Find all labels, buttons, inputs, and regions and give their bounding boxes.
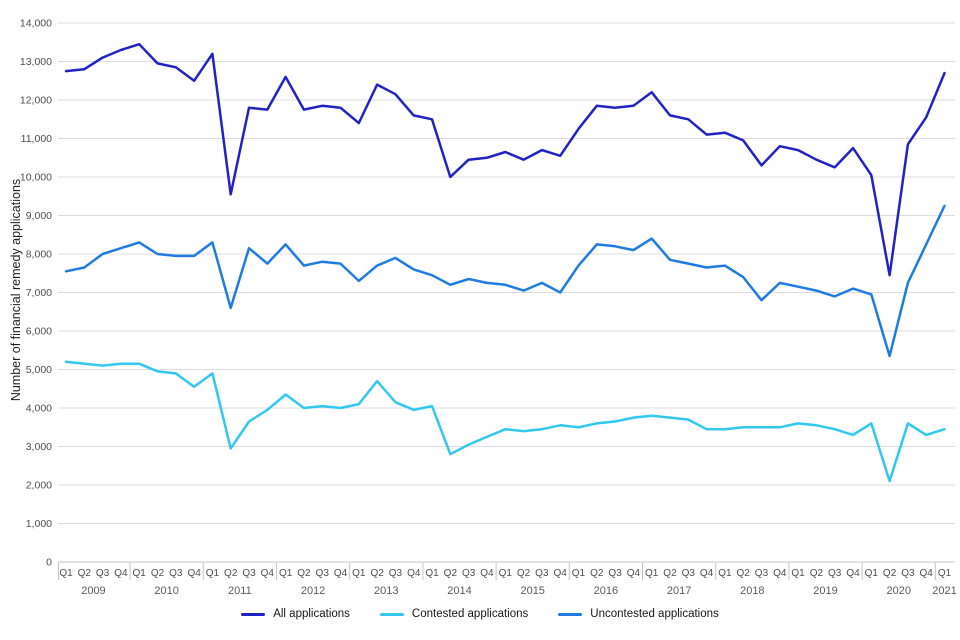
x-quarter-label: Q3 [608,568,622,579]
x-quarter-label: Q3 [462,568,476,579]
x-quarter-label: Q4 [187,568,201,579]
x-year-label: 2009 [81,585,105,597]
x-quarter-label: Q1 [425,568,439,579]
legend-line-swatch [379,612,404,616]
y-tick-label: 7,000 [26,287,52,299]
x-quarter-label: Q3 [169,568,183,579]
x-quarter-label: Q1 [645,568,659,579]
x-quarter-label: Q3 [901,568,915,579]
x-quarter-label: Q2 [810,568,824,579]
x-quarter-label: Q3 [316,568,330,579]
legend-label: Uncontested applications [590,608,719,620]
x-quarter-label: Q2 [590,568,604,579]
x-quarter-label: Q1 [352,568,366,579]
series-line-contested-applications [64,360,946,483]
x-year-label: 2021 [932,585,956,597]
x-quarter-label: Q2 [883,568,897,579]
x-year-label: 2017 [667,585,691,597]
x-quarter-label: Q4 [553,568,567,579]
x-quarter-label: Q3 [389,568,403,579]
x-quarter-label: Q1 [791,568,805,579]
x-quarter-label: Q1 [59,568,73,579]
x-quarter-label: Q2 [151,568,165,579]
x-quarter-label: Q1 [718,568,732,579]
x-year-label: 2020 [887,585,911,597]
series-line-all-applications [64,42,946,277]
y-tick-label: 8,000 [26,249,52,261]
x-quarter-label: Q3 [242,568,256,579]
legend-item-all-applications: All applications [241,608,350,620]
y-axis-title: Number of financial remedy applications [9,178,23,402]
y-tick-label: 11,000 [21,133,52,145]
x-quarter-label: Q4 [846,568,860,579]
x-quarter-label: Q4 [920,568,934,579]
x-quarter-label: Q4 [480,568,494,579]
x-year-label: 2010 [154,585,178,597]
x-quarter-label: Q4 [627,568,641,579]
x-quarter-label: Q3 [96,568,110,579]
y-tick-label: 6,000 [26,326,52,338]
legend-line-swatch [558,612,583,616]
x-quarter-label: Q4 [407,568,421,579]
x-quarter-label: Q2 [297,568,311,579]
x-quarter-label: Q4 [700,568,714,579]
x-quarter-label: Q1 [133,568,147,579]
y-tick-label: 12,000 [20,95,52,107]
x-quarter-label: Q3 [682,568,696,579]
y-tick-label: 1,000 [26,518,52,530]
x-quarter-label: Q2 [737,568,751,579]
x-quarter-label: Q4 [261,568,275,579]
series-line-uncontested-applications [64,204,946,358]
x-year-label: 2011 [228,585,252,597]
x-quarter-label: Q1 [206,568,220,579]
x-quarter-label: Q4 [334,568,348,579]
x-year-label: 2016 [594,585,618,597]
x-quarter-label: Q2 [663,568,677,579]
x-year-label: 2018 [740,585,764,597]
x-year-label: 2014 [447,585,471,597]
y-tick-label: 5,000 [26,364,52,376]
y-tick-label: 13,000 [20,56,52,68]
x-quarter-label: Q1 [938,568,952,579]
x-quarter-label: Q1 [279,568,293,579]
x-quarter-label: Q1 [499,568,513,579]
y-tick-label: 4,000 [26,403,52,415]
y-tick-label: 9,000 [26,210,52,222]
x-quarter-label: Q1 [572,568,586,579]
legend-label: Contested applications [411,608,529,620]
y-tick-label: 2,000 [26,480,52,492]
legend-label: All applications [273,608,350,620]
x-quarter-label: Q1 [865,568,879,579]
legend-line-swatch [241,612,266,616]
x-year-label: 2015 [520,585,544,597]
y-tick-label: 14,000 [20,18,52,30]
x-year-label: 2019 [813,585,837,597]
x-quarter-label: Q2 [78,568,92,579]
x-quarter-label: Q2 [444,568,458,579]
y-tick-label: 3,000 [26,441,52,453]
x-quarter-label: Q2 [370,568,384,579]
chart-legend: All applications Contested applications Un… [0,608,960,620]
x-quarter-label: Q3 [828,568,842,579]
y-tick-label: 0 [46,557,52,569]
x-quarter-label: Q2 [517,568,531,579]
x-year-label: 2013 [374,585,398,597]
y-tick-label: 10,000 [20,172,52,184]
x-year-label: 2012 [301,585,325,597]
x-quarter-label: Q3 [755,568,769,579]
x-quarter-label: Q4 [773,568,787,579]
x-quarter-label: Q4 [114,568,128,579]
legend-item-uncontested-applications: Uncontested applications [558,608,719,620]
x-quarter-label: Q2 [224,568,238,579]
x-quarter-label: Q3 [535,568,549,579]
legend-item-contested-applications: Contested applications [379,608,529,620]
